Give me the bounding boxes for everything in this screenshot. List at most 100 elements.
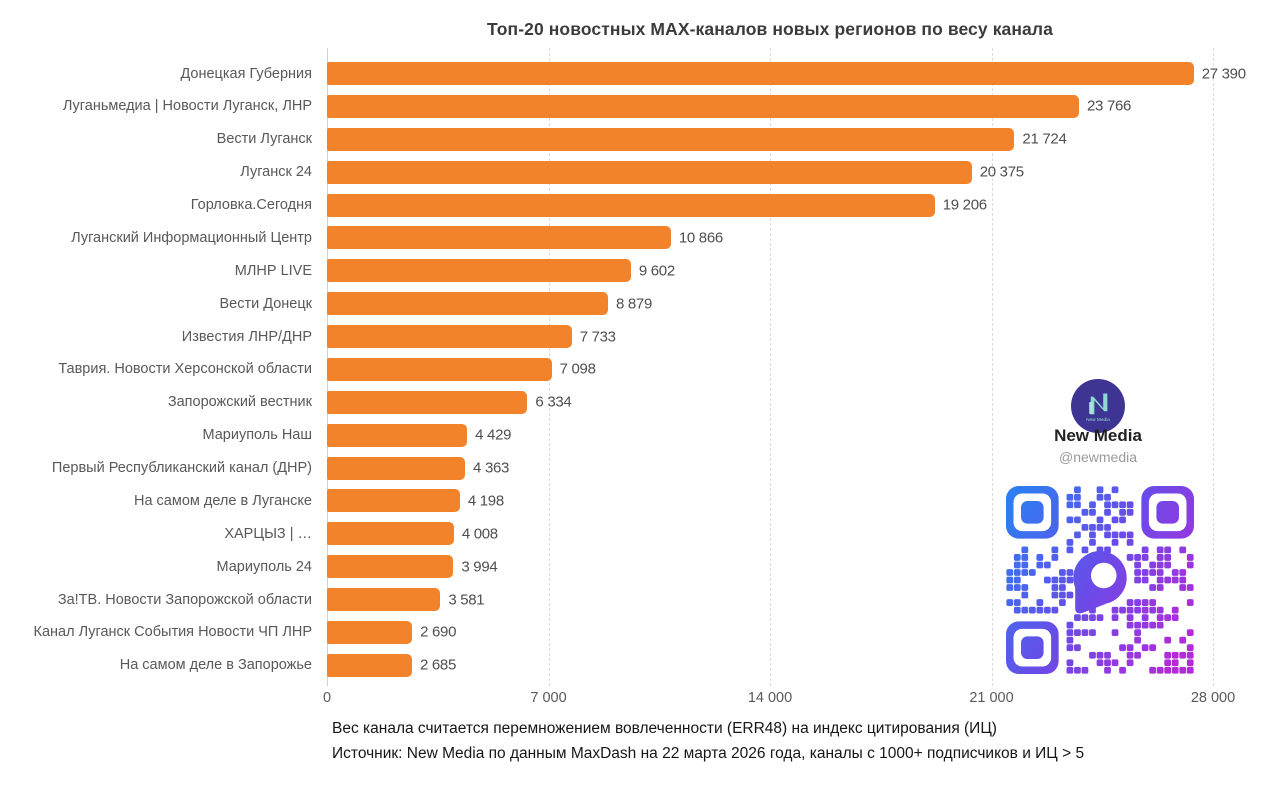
bar-row: На самом деле в Луганске 4 198 [12, 489, 1213, 513]
value-label: 8 879 [615, 295, 652, 313]
bar-row: Таврия. Новости Херсонской области 7 098 [12, 357, 1213, 381]
x-axis-ticks: 0 7 000 14 000 21 000 28 000 [323, 690, 1235, 710]
category-label: Канал Луганск События Новости ЧП ЛНР [33, 624, 312, 641]
logo-n-glyph [1090, 393, 1108, 415]
bar [327, 160, 972, 184]
bar-row: За!ТВ. Новости Запорожской области 3 581 [12, 588, 1213, 611]
gridline [770, 48, 771, 686]
value-label: 4 198 [467, 492, 504, 510]
gridline [1213, 48, 1214, 686]
bar-row: На самом деле в Запорожье 2 685 [12, 653, 1213, 677]
bar-row: ХАРЦЫЗ | … 4 008 [12, 522, 1213, 546]
category-label: Вести Луганск [216, 131, 312, 148]
bar [327, 653, 412, 677]
bar-row: Канал Луганск События Новости ЧП ЛНР 2 69… [12, 620, 1213, 644]
category-label: На самом деле в Запорожье [119, 657, 312, 674]
bar-row: Мариуполь 24 3 994 [12, 555, 1213, 579]
bar-track: 2 685 [327, 653, 1213, 677]
value-label: 2 690 [420, 623, 457, 641]
bar-track: 3 994 [327, 555, 1213, 579]
bar [327, 423, 468, 447]
bar [327, 127, 1015, 151]
value-label: 6 334 [535, 393, 572, 411]
bar [327, 292, 608, 316]
bar [327, 555, 454, 579]
bar-track: 9 602 [327, 259, 1213, 283]
footnote: Вес канала считается перемножением вовле… [332, 716, 1084, 766]
footnote-line-2: Источник: New Media по данным MaxDash на… [332, 745, 1085, 762]
bar-track: 20 375 [327, 160, 1213, 184]
bar-row: Донецкая Губерния 27 390 [12, 62, 1246, 85]
value-label: 4 429 [475, 426, 512, 444]
bar-track: 27 390 [327, 62, 1246, 85]
category-label: ХАРЦЫЗ | … [224, 525, 312, 542]
bar-track: 4 363 [327, 456, 1213, 480]
bar-row: МЛНР LIVE 9 602 [12, 259, 1213, 283]
bar-track: 4 008 [327, 522, 1213, 546]
bar [327, 489, 460, 513]
category-label: Вести Донецк [219, 295, 312, 312]
bar-track: 2 690 [327, 620, 1213, 644]
gridline [991, 48, 993, 686]
value-label: 21 724 [1022, 130, 1067, 148]
value-label: 20 375 [979, 163, 1024, 181]
bar-track: 19 206 [327, 193, 1213, 217]
value-label: 3 994 [461, 558, 498, 576]
x-tick-label: 7 000 [530, 690, 567, 706]
qr-code-icon [1006, 486, 1194, 674]
category-label: Луганский Информационный Центр [71, 229, 312, 246]
category-label: Мариуполь Наш [202, 427, 312, 444]
bar-track: 7 733 [327, 325, 1213, 348]
category-label: Донецкая Губерния [180, 65, 312, 82]
bar [327, 62, 1194, 85]
chart-title: Топ-20 новостных MAX-каналов новых регио… [487, 19, 1053, 39]
category-label: Горловка.Сегодня [190, 197, 312, 213]
brand-name: New Media [1054, 426, 1142, 445]
value-label: 23 766 [1087, 97, 1132, 115]
category-label: МЛНР LIVE [234, 262, 312, 279]
bar [327, 456, 466, 480]
category-label: Мариуполь 24 [216, 558, 313, 575]
category-label: Таврия. Новости Херсонской области [58, 361, 312, 378]
value-label: 19 206 [942, 196, 987, 214]
x-tick-label: 21 000 [969, 690, 1014, 706]
value-label: 9 602 [638, 262, 675, 280]
bar-rows: Донецкая Губерния 27 390 Луганьмедиа | Нов… [12, 62, 1246, 677]
category-label: Запорожский вестник [167, 394, 312, 411]
bar [327, 357, 552, 381]
newmedia-logo-icon: New Media [1071, 379, 1125, 433]
category-label: За!ТВ. Новости Запорожской области [57, 591, 312, 608]
x-tick-label: 28 000 [1190, 690, 1236, 706]
value-label: 4 008 [461, 525, 498, 543]
x-tick-label: 14 000 [747, 690, 793, 706]
category-label: Луганьмедиа | Новости Луганск, ЛНР [62, 98, 312, 115]
bar [327, 390, 528, 414]
bar [327, 193, 935, 217]
bar [327, 94, 1080, 118]
bar-track: 21 724 [327, 127, 1213, 151]
footnote-line-1: Вес канала считается перемножением вовле… [332, 720, 997, 737]
bar [327, 522, 454, 546]
bar-track: 23 766 [327, 94, 1213, 118]
bar-track: 8 879 [327, 292, 1213, 316]
bar-row: Луганский Информационный Центр 10 866 [12, 226, 1213, 250]
bar-row: Мариуполь Наш 4 429 [12, 423, 1213, 447]
x-tick-label: 0 [322, 690, 332, 706]
bar [327, 325, 572, 348]
bar-track: 4 198 [327, 489, 1213, 513]
category-label: Луганск 24 [240, 164, 312, 181]
bar-row: Луганьмедиа | Новости Луганск, ЛНР 23 766 [12, 94, 1213, 118]
bar-row: Первый Республиканский канал (ДНР) 4 363 [12, 456, 1213, 480]
bar-row: Вести Луганск 21 724 [12, 127, 1213, 151]
bar-row: Луганск 24 20 375 [12, 160, 1213, 184]
category-label: На самом деле в Луганске [133, 492, 312, 509]
bar [327, 226, 671, 250]
bar-track: 7 098 [327, 357, 1213, 381]
bar-track: 10 866 [327, 226, 1213, 250]
bar-row: Горловка.Сегодня 19 206 [12, 193, 1213, 217]
bar [327, 588, 441, 611]
category-label: Первый Республиканский канал (ДНР) [51, 460, 312, 476]
value-label: 2 685 [419, 656, 456, 674]
bar-track: 6 334 [327, 390, 1213, 414]
